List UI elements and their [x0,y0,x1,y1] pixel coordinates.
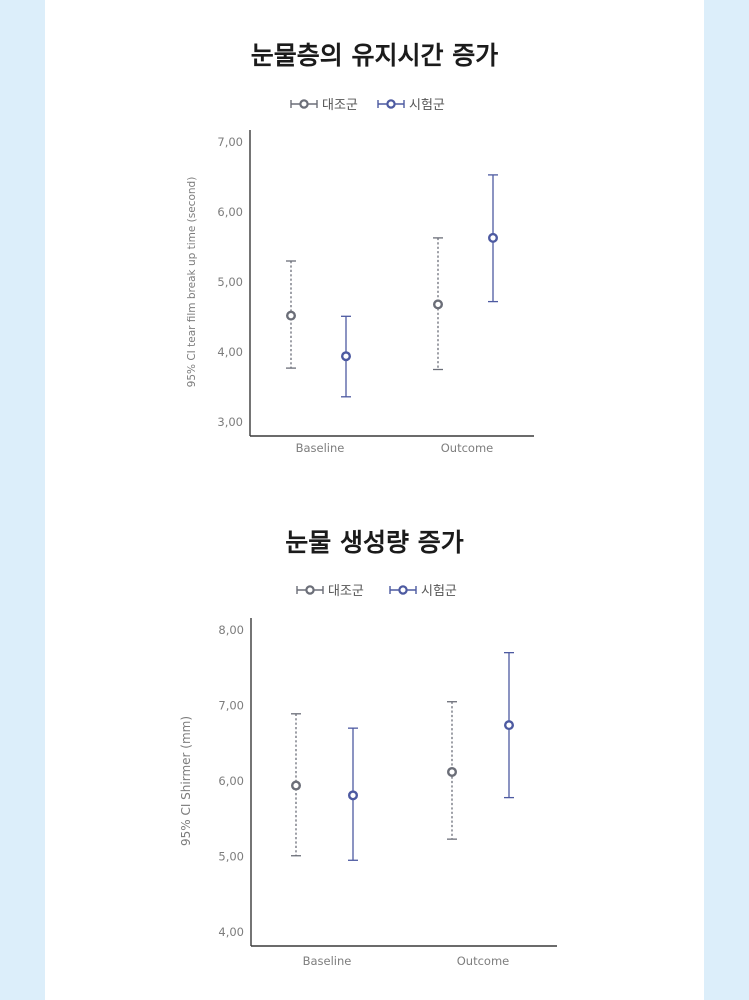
x-tick-label: Baseline [303,954,352,968]
mean-marker [433,299,444,310]
mean-marker [488,232,499,243]
y-tick-label: 6,00 [218,774,244,788]
mean-marker [348,790,359,801]
errorbar-1-2 [433,237,444,371]
y-tick-label: 7,00 [217,135,243,149]
legend-label: 시험군 [421,584,457,599]
errorbar-2-2 [504,651,515,799]
errorbar-1-1 [290,713,301,857]
legend-item-2: 시험군 [377,98,445,113]
errorbar-2-1 [341,315,352,398]
mean-marker [341,351,352,362]
legend-item-1: 대조군 [290,98,358,113]
errorbar-2-2 [488,174,499,303]
chart-1-title: 눈물층의 유지시간 증가 [250,41,499,70]
mean-marker [285,310,296,321]
legend-marker [299,99,309,109]
legend-label: 대조군 [322,98,358,113]
x-tick-label: Baseline [296,441,345,455]
y-axis-title: 95% CI tear film break up time (second) [186,177,198,388]
y-tick-label: 4,00 [218,925,244,939]
chart-2-title: 눈물 생성량 증가 [285,528,464,557]
chart-1-plot: 대조군 시험군 3,00 4,00 5,00 6,00 7,00 95% CI tear fi… [186,98,534,455]
legend-marker [305,585,315,595]
errorbar-1-2 [447,701,458,840]
y-tick-label: 8,00 [218,623,244,637]
x-tick-label: Outcome [457,954,510,968]
y-tick-label: 5,00 [218,850,244,864]
y-tick-label: 3,00 [217,415,243,429]
legend-label: 대조군 [328,584,364,599]
y-tick-label: 6,00 [217,205,243,219]
mean-marker [447,766,458,777]
chart-2-plot: 대조군 시험군 4,00 5,00 6,00 7,00 8,00 95% CI Shirmer… [179,584,557,968]
legend-item-1: 대조군 [296,584,364,599]
mean-marker [290,780,301,791]
errorbar-1-1 [285,260,296,369]
errorbar-2-1 [348,727,359,861]
x-tick-label: Outcome [441,441,494,455]
y-axis-title: 95% CI Shirmer (mm) [179,716,193,846]
legend-marker [398,585,408,595]
y-tick-label: 7,00 [218,699,244,713]
content-panel: 눈물층의 유지시간 증가 눈물 생성량 증가 대조군 시험군 3,00 4,00 5,0… [45,0,704,1000]
y-tick-label: 4,00 [217,345,243,359]
legend-marker [386,99,396,109]
legend-item-2: 시험군 [389,584,457,599]
legend-label: 시험군 [409,98,445,113]
mean-marker [504,720,515,731]
y-tick-label: 5,00 [217,275,243,289]
